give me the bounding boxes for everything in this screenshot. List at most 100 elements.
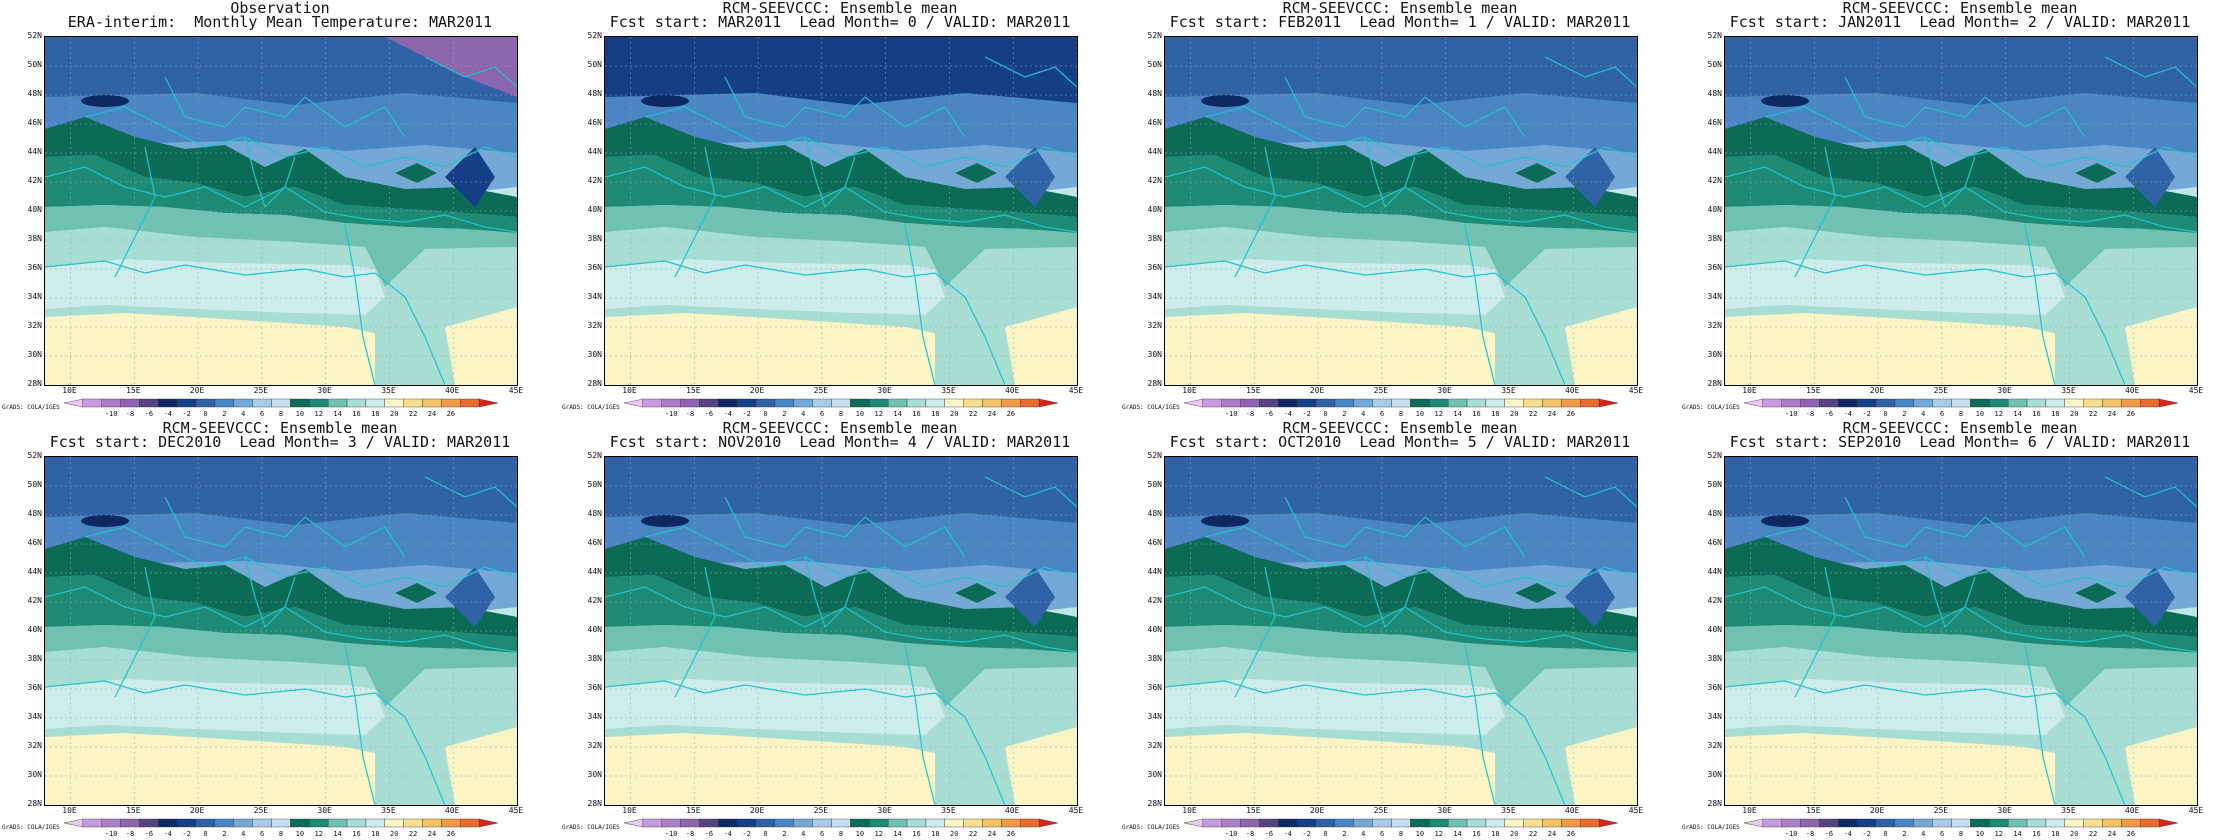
colorbar-swatch bbox=[177, 818, 197, 828]
coastline bbox=[1464, 224, 1496, 385]
colorbar-swatch bbox=[944, 818, 964, 828]
colorbar-swatch bbox=[290, 818, 310, 828]
colorbar-label: -2 bbox=[182, 410, 190, 418]
lat-tick-label: 36N bbox=[1707, 263, 1722, 272]
lon-tick-label: 15E bbox=[126, 386, 141, 395]
contour-band bbox=[1725, 457, 2197, 529]
colorbar-swatch bbox=[755, 398, 776, 408]
contour-band bbox=[445, 307, 517, 385]
colorbar-label: 24 bbox=[988, 410, 996, 418]
colorbar-label: 12 bbox=[875, 830, 883, 838]
colorbar-swatches: -10 -8 -6 -4 -2 0 2 4 6 8 10 12 14 16 18 20 22 24 26 bbox=[623, 818, 1059, 838]
colorbar-swatches: -10 -8 -6 -4 -2 0 2 4 6 8 10 12 14 16 18 20 22 24 26 bbox=[1743, 818, 2179, 838]
contour-band bbox=[605, 37, 1077, 109]
colorbar-swatch bbox=[812, 818, 832, 828]
colorbar-label: 6 bbox=[260, 410, 264, 418]
coastline bbox=[1165, 680, 1496, 698]
colorbar-swatch bbox=[1951, 398, 1971, 408]
colorbar-label: 20 bbox=[390, 830, 398, 838]
lat-tick-label: 30N bbox=[587, 770, 602, 779]
coastline bbox=[1165, 260, 1496, 278]
contour-cell bbox=[955, 163, 997, 183]
colorbar-swatches: -10 -8 -6 -4 -2 0 2 4 6 8 10 12 14 16 18 20 22 24 26 bbox=[1743, 398, 2179, 418]
contour-cell bbox=[641, 95, 689, 107]
contour-cell bbox=[1565, 567, 1615, 627]
colorbar-label: 20 bbox=[1510, 830, 1518, 838]
colorbar-swatch bbox=[1598, 398, 1619, 408]
lon-tick-label: 45E bbox=[508, 386, 524, 395]
colorbar-label: 16 bbox=[1472, 410, 1480, 418]
contour-cell bbox=[955, 583, 997, 603]
colorbar-label: 16 bbox=[912, 830, 920, 838]
colorbar-swatch bbox=[177, 398, 197, 408]
contour-cell bbox=[395, 583, 437, 603]
colorbar-label: 22 bbox=[2089, 830, 2097, 838]
lon-tick-label: 15E bbox=[686, 806, 701, 815]
colorbar-label: 12 bbox=[1435, 830, 1443, 838]
colorbar-swatch bbox=[1447, 818, 1468, 828]
coastline bbox=[904, 224, 936, 385]
colorbar-swatch bbox=[1240, 398, 1260, 408]
lat-tick-label: 44N bbox=[1707, 567, 1722, 576]
contour-band bbox=[605, 537, 1077, 637]
lat-tick-label: 44N bbox=[1147, 567, 1162, 576]
lat-tick-label: 52N bbox=[1707, 451, 1722, 460]
lon-tick-label: 35E bbox=[2061, 386, 2076, 395]
colorbar-swatch bbox=[1315, 818, 1336, 828]
lon-tick-label: 30E bbox=[1997, 806, 2012, 815]
colorbar-label: -6 bbox=[1825, 410, 1833, 418]
coastline bbox=[2054, 272, 2126, 385]
colorbar-swatch bbox=[1020, 398, 1040, 408]
colorbar-label: -8 bbox=[1806, 410, 1814, 418]
coastline bbox=[1794, 146, 1836, 278]
colorbar-label: 2 bbox=[1342, 410, 1346, 418]
lon-tick-label: 40E bbox=[444, 806, 460, 815]
colorbar-swatch bbox=[1819, 818, 1839, 828]
colorbar-swatch bbox=[1800, 398, 1820, 408]
lon-tick-label: 15E bbox=[1806, 386, 1821, 395]
panel-subtitle: ERA-interim: Monthly Mean Temperature: M… bbox=[67, 13, 493, 31]
colorbar-label: 6 bbox=[820, 830, 824, 838]
lat-tick-label: 40N bbox=[1147, 205, 1162, 214]
contour-band bbox=[1165, 37, 1637, 109]
colorbar-label: 20 bbox=[2070, 830, 2078, 838]
colorbar-swatch bbox=[1781, 818, 1801, 828]
lon-tick-label: 35E bbox=[381, 806, 396, 815]
coastline bbox=[804, 136, 856, 209]
lat-tick-label: 50N bbox=[1707, 60, 1722, 69]
colorbar-swatch bbox=[925, 818, 945, 828]
lat-tick-label: 46N bbox=[587, 538, 602, 547]
lon-tick-label: 30E bbox=[317, 806, 332, 815]
lon-tick-label: 20E bbox=[749, 386, 765, 395]
colorbar-swatch bbox=[1466, 398, 1487, 408]
colorbar-swatch bbox=[642, 818, 662, 828]
panel-title: RCM-SEEVCCC: Ensemble mean bbox=[722, 419, 958, 437]
colorbar-swatch bbox=[2083, 398, 2103, 408]
colorbar-label: 22 bbox=[1529, 410, 1537, 418]
colorbar-swatch bbox=[403, 818, 423, 828]
colorbar-swatch bbox=[1894, 398, 1915, 408]
contour-cell bbox=[2075, 583, 2117, 603]
colorbar-swatch bbox=[2026, 398, 2047, 408]
colorbar-label: 6 bbox=[1940, 830, 1944, 838]
lon-tick-label: 30E bbox=[317, 386, 332, 395]
lon-tick-label: 45E bbox=[1628, 806, 1644, 815]
colorbar-label: 20 bbox=[390, 410, 398, 418]
coastline bbox=[1544, 476, 1637, 508]
colorbar-label: 12 bbox=[1995, 830, 2003, 838]
lat-tick-label: 40N bbox=[1707, 625, 1722, 634]
colorbar-swatch bbox=[252, 398, 272, 408]
contour-cell bbox=[2125, 567, 2175, 627]
contour-band bbox=[1565, 727, 1637, 805]
map-panel: RCM-SEEVCCC: Ensemble mean Fcst start: MA… bbox=[560, 0, 1120, 420]
colorbar-swatch bbox=[2102, 398, 2122, 408]
colorbar-label: -10 bbox=[1785, 410, 1798, 418]
colorbar-swatch bbox=[1598, 818, 1619, 828]
colorbar-label: 8 bbox=[1399, 410, 1403, 418]
contour-band bbox=[1725, 575, 2197, 653]
lon-tick-label: 10E bbox=[622, 386, 637, 395]
coastline bbox=[1364, 556, 1416, 629]
lat-tick-label: 32N bbox=[587, 321, 602, 330]
lon-tick-label: 10E bbox=[62, 806, 77, 815]
colorbar-label: -6 bbox=[145, 410, 153, 418]
